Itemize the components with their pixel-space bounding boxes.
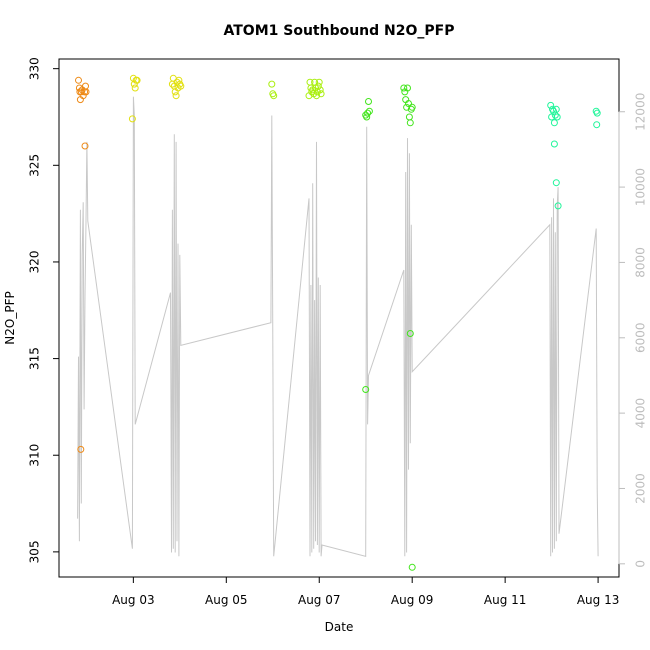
data-point [365,98,372,105]
data-point [408,103,416,111]
data-point [128,115,136,123]
data-point [550,140,558,148]
y-tick-label: 325 [28,154,42,177]
data-point [365,107,373,115]
data-point [550,119,558,127]
data-point [552,105,560,113]
data-point [75,76,82,84]
y-tick-label: 330 [28,57,42,80]
chart-title: ATOM1 Southbound N2O_PFP [224,23,455,39]
data-point [81,142,89,150]
x-tick-label: Aug 09 [391,593,434,607]
data-point [364,109,372,117]
x-axis: Aug 03 Aug 05 Aug 07 Aug 09 Aug 11 Aug 13 [112,576,620,607]
y-axis: 305 310 315 320 325 330 [28,57,60,563]
y-tick-label: 320 [28,250,42,273]
x-axis-label: Date [325,620,354,634]
data-point [77,445,85,453]
data-point [316,86,324,94]
y2-tick-label: 6000 [634,323,648,354]
x-tick-label: Aug 03 [112,593,155,607]
data-point [363,113,371,121]
data-point [593,109,601,117]
data-point [270,92,278,100]
y2-tick-label: 10000 [634,168,648,206]
data-point [547,101,555,109]
data-point [177,82,185,90]
data-point [131,84,139,92]
data-point [408,563,416,571]
y2-axis: 0 2000 4000 6000 8000 10000 12000 [618,93,648,568]
y-tick-label: 305 [28,540,42,563]
y2-tick-label: 4000 [634,398,648,429]
data-point [405,113,413,121]
data-point [553,113,561,121]
data-point [406,330,414,337]
data-point [404,84,411,92]
data-point [593,121,601,129]
data-point [82,88,90,96]
x-tick-label: Aug 11 [484,593,527,607]
series-line [77,96,599,557]
data-point [82,82,89,90]
data-point [406,119,414,127]
data-point [313,92,320,100]
data-point [405,100,412,107]
y2-tick-label: 12000 [634,93,648,131]
data-point [548,113,556,121]
secondary-series-layer [77,96,599,557]
y-tick-label: 315 [28,347,42,370]
y-tick-label: 310 [28,444,42,467]
plot-frame [58,58,620,578]
y-axis-label: N2O_PFP [3,291,17,344]
x-tick-label: Aug 07 [298,593,341,607]
data-point [169,74,177,82]
data-point [172,92,180,100]
data-point [314,82,322,90]
primary-series-layer [75,74,601,571]
y2-tick-label: 0 [634,560,648,568]
data-point [133,76,141,84]
y2-tick-label: 8000 [634,247,648,278]
data-point [400,84,408,92]
data-point [362,386,370,393]
data-point [317,90,325,98]
data-point [315,78,323,86]
data-point [268,80,276,88]
data-point [307,84,315,92]
data-point [552,179,560,187]
x-tick-label: Aug 13 [577,593,620,607]
data-point [554,202,562,210]
x-tick-label: Aug 05 [205,593,248,607]
y2-tick-label: 2000 [634,473,648,504]
